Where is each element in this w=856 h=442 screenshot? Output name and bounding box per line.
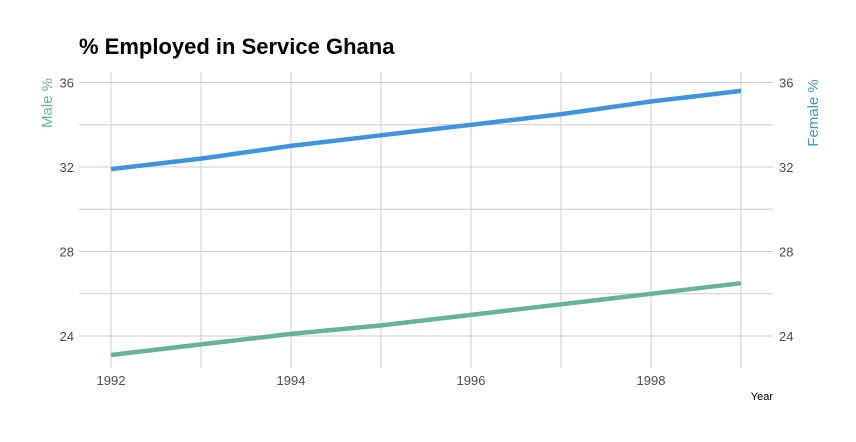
right-y-tick-label: 24 <box>779 329 793 344</box>
right-y-axis: 24 28 32 36 <box>779 76 793 345</box>
series-line-female <box>110 88 742 172</box>
series-line-male <box>110 280 742 358</box>
x-tick-label: 1998 <box>637 373 666 388</box>
x-tick-label: 1994 <box>277 373 306 388</box>
grid-lines <box>79 72 773 368</box>
left-axis-title: Male % <box>39 78 56 128</box>
right-y-tick-label: 32 <box>779 160 793 175</box>
left-y-tick-label: 32 <box>60 160 74 175</box>
left-y-axis: 24 28 32 36 <box>60 76 74 345</box>
series-lines <box>110 88 742 358</box>
x-axis: 1992 1994 1996 1998 <box>97 373 666 388</box>
right-y-tick-label: 28 <box>779 245 793 260</box>
right-axis-title: Female % <box>805 79 822 147</box>
x-tick-label: 1996 <box>457 373 486 388</box>
chart-title: % Employed in Service Ghana <box>79 34 395 59</box>
x-tick-label: 1992 <box>97 373 126 388</box>
left-y-tick-label: 28 <box>60 245 74 260</box>
left-y-tick-label: 36 <box>60 76 74 91</box>
right-y-tick-label: 36 <box>779 76 793 91</box>
x-axis-title: Year <box>751 391 774 403</box>
left-y-tick-label: 24 <box>60 329 74 344</box>
